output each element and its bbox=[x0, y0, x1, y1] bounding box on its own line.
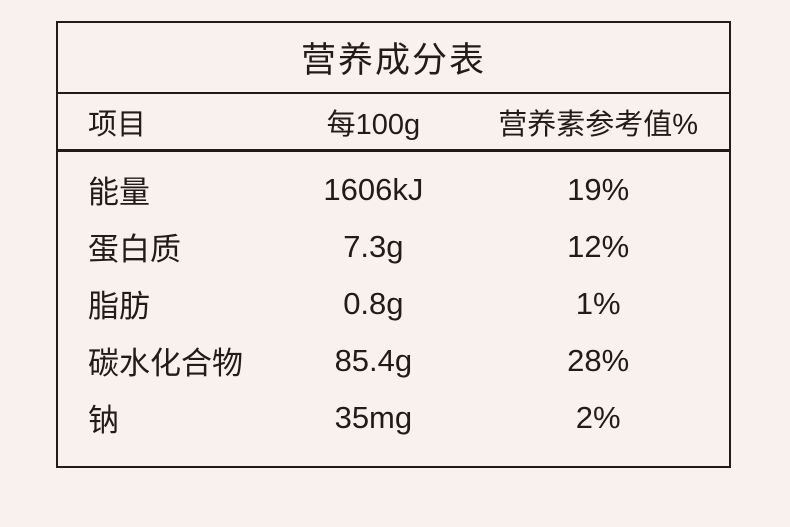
nutrient-nrv: 2% bbox=[575, 399, 621, 435]
nutrient-amount: 1606kJ bbox=[323, 171, 424, 207]
table-row-sodium: 钠 35mg 2% bbox=[58, 389, 729, 446]
nutrient-nrv: 1% bbox=[575, 285, 621, 321]
nutrient-nrv: 12% bbox=[567, 228, 630, 264]
nutrient-amount: 85.4g bbox=[334, 342, 413, 378]
nutrient-name: 碳水化合物 bbox=[88, 346, 243, 381]
nutrient-amount: 0.8g bbox=[343, 285, 404, 321]
nutrient-name: 脂肪 bbox=[88, 289, 150, 324]
table-row-carbohydrate: 碳水化合物 85.4g 28% bbox=[58, 332, 729, 389]
table-row-fat: 脂肪 0.8g 1% bbox=[58, 275, 729, 332]
nutrient-amount: 35mg bbox=[334, 399, 413, 435]
table-row-protein: 蛋白质 7.3g 12% bbox=[58, 218, 729, 275]
nutrient-name: 蛋白质 bbox=[88, 232, 181, 267]
nutrient-name: 能量 bbox=[88, 175, 150, 210]
table-header-row: 项目 每100g 营养素参考值% bbox=[58, 94, 729, 152]
nutrient-amount: 7.3g bbox=[343, 228, 404, 264]
table-row-energy: 能量 1606kJ 19% bbox=[58, 161, 729, 218]
header-nrv-label: 营养素参考值% bbox=[498, 108, 699, 141]
table-title: 营养成分表 bbox=[58, 23, 729, 94]
header-per-100g-label: 每100g bbox=[326, 108, 421, 141]
table-body: 能量 1606kJ 19% 蛋白质 7.3g 12% 脂肪 0.8g 1% 碳水… bbox=[58, 152, 729, 446]
nutrient-name: 钠 bbox=[88, 403, 119, 438]
header-item-label: 项目 bbox=[88, 108, 147, 141]
nutrient-nrv: 28% bbox=[567, 342, 630, 378]
nutrition-facts-table: 营养成分表 项目 每100g 营养素参考值% 能量 1606kJ 19% 蛋白质… bbox=[56, 21, 731, 468]
nutrient-nrv: 19% bbox=[567, 171, 630, 207]
